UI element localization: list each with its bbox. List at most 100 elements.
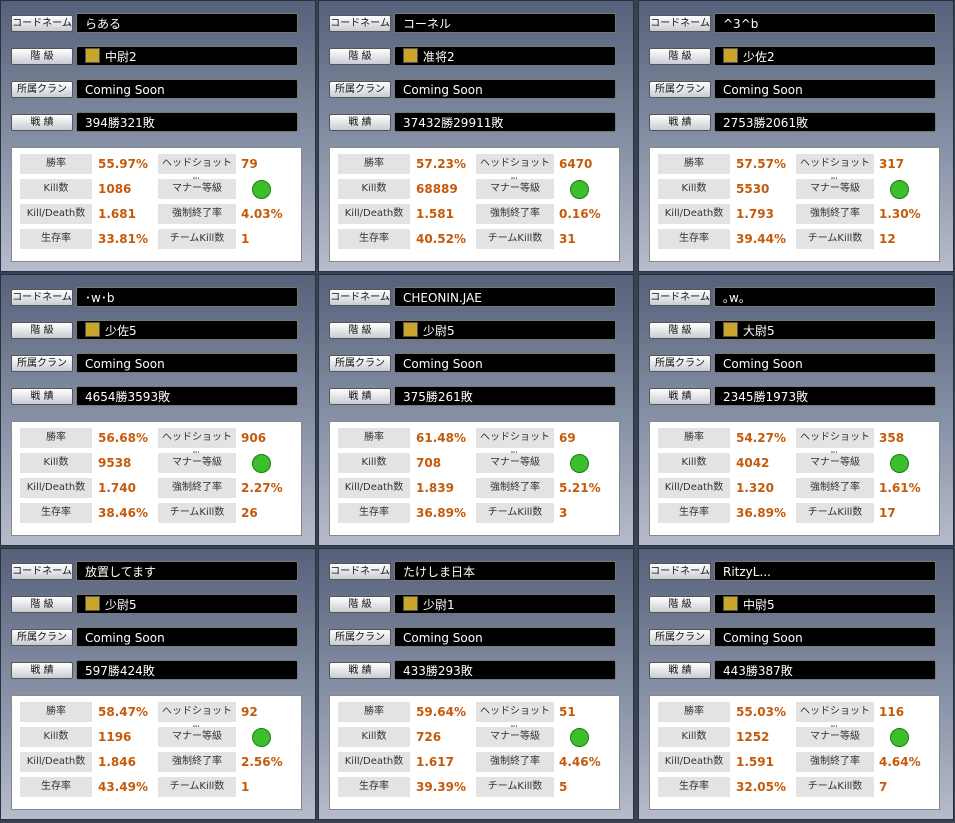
field-label: 階 級 [11,48,73,65]
field-text: 394勝321敗 [85,116,155,130]
stat-label: 勝率 [20,702,92,722]
stat-label: チームKill数 [796,503,874,523]
stat-label: ヘッドショット数 [796,154,874,189]
field-text: 597勝424敗 [85,664,155,678]
field-text: ^3^b [723,17,759,31]
stat-label: Kill数 [20,453,92,473]
field-value: 少尉1 [394,594,616,614]
field-text: 中尉2 [105,50,137,64]
field-label: 所属クラン [329,629,391,646]
stat-label: Kill数 [658,453,730,473]
stat-label: Kill数 [20,727,92,747]
field-label: 戦 績 [329,114,391,131]
stats-panel: 勝率 56.68% ヘッドショット数 906 Kill数 9538 マナー等級 Kill/De… [11,421,302,536]
player-card: コードネーム ･w･b 階 級 少佐5 所属クラン Coming Soon 戦 績 4654勝… [0,274,316,546]
player-card: コードネーム RitzyL... 階 級 中尉5 所属クラン Coming Soon 戦 績… [638,548,954,820]
player-card: コードネーム らある階 級 中尉2 所属クラン Coming Soon 戦 績 394勝32… [0,0,316,272]
field-value: Coming Soon [76,79,298,99]
stat-label: ヘッドショット数 [158,428,236,463]
stat-label: Kill/Death数 [658,204,730,224]
field-value: Coming Soon [76,627,298,647]
field-label: 階 級 [11,596,73,613]
field-text: Coming Soon [85,631,165,645]
stat-label: チームKill数 [158,503,236,523]
stat-value: 5 [559,780,568,794]
stat-label: チームKill数 [796,229,874,249]
stats-panel: 勝率 61.48% ヘッドショット数 69 Kill数 708 マナー等級 Kill/Deat… [329,421,620,536]
field-value: 少佐2 [714,46,936,66]
stat-value: 358 [879,431,905,445]
stat-value: 57.57% [736,157,786,171]
field-text: 准将2 [423,50,455,64]
stat-label: Kill/Death数 [658,478,730,498]
stat-label: 強制終了率 [796,752,874,772]
stat-label: チームKill数 [476,503,554,523]
field-value: 少尉5 [76,594,298,614]
field-text: Coming Soon [723,631,803,645]
field-label: コードネーム [11,563,73,580]
stat-value: 7 [879,780,888,794]
stat-value: 31 [559,232,576,246]
stat-label: 勝率 [20,428,92,448]
stat-label: マナー等級 [796,727,874,747]
stat-value: 1086 [98,182,132,196]
stat-value: 1.617 [416,755,454,769]
stat-label: 生存率 [20,503,92,523]
rank-icon [403,322,418,337]
field-value: Coming Soon [714,627,936,647]
stat-label: Kill/Death数 [20,204,92,224]
field-text: 少尉1 [423,598,455,612]
field-value: 中尉2 [76,46,298,66]
field-label: コードネーム [11,289,73,306]
stat-label: ヘッドショット数 [158,702,236,737]
stat-label: Kill数 [338,179,410,199]
field-label: 所属クラン [11,355,73,372]
field-value: 少佐5 [76,320,298,340]
stat-value: 55.97% [98,157,148,171]
field-value: 放置してます [76,561,298,581]
stat-label: 生存率 [20,229,92,249]
field-label: 戦 績 [649,662,711,679]
stat-value: 55.03% [736,705,786,719]
field-value: らある [76,13,298,33]
stat-value: 0.16% [559,207,601,221]
field-value: CHEONIN.JAE [394,287,616,307]
stats-panel: 勝率 59.64% ヘッドショット数 51 Kill数 726 マナー等級 Kill/Deat… [329,695,620,810]
rank-icon [85,322,100,337]
stat-label: マナー等級 [476,727,554,747]
stat-label: チームKill数 [158,777,236,797]
stat-label: 勝率 [338,702,410,722]
stat-value: 51 [559,705,576,719]
stat-label: Kill/Death数 [658,752,730,772]
stat-value: 57.23% [416,157,466,171]
manner-icon [890,454,909,473]
stat-label: 勝率 [338,428,410,448]
field-text: コーネル [403,17,452,31]
field-value: 大尉5 [714,320,936,340]
field-text: らある [85,17,122,31]
stat-label: ヘッドショット数 [476,702,554,737]
field-text: ･w･b [85,291,115,305]
stat-value: 1.581 [416,207,454,221]
field-label: 階 級 [329,322,391,339]
stat-label: 生存率 [338,229,410,249]
field-text: Coming Soon [403,83,483,97]
field-value: ^3^b [714,13,936,33]
field-label: 所属クラン [649,355,711,372]
field-value: 443勝387敗 [714,660,936,680]
stat-label: 強制終了率 [476,752,554,772]
field-text: Coming Soon [723,357,803,371]
stat-value: 1196 [98,730,132,744]
field-label: コードネーム [649,289,711,306]
field-text: ｡w｡ [723,291,745,305]
field-value: 准将2 [394,46,616,66]
field-text: 375勝261敗 [403,390,473,404]
stat-label: 生存率 [658,777,730,797]
stats-panel: 勝率 55.97% ヘッドショット数 79 Kill数 1086 マナー等級 Kill/Dea… [11,147,302,262]
stat-label: マナー等級 [476,453,554,473]
field-label: 戦 績 [329,388,391,405]
stat-value: 43.49% [98,780,148,794]
field-text: Coming Soon [85,357,165,371]
stat-value: 26 [241,506,258,520]
field-text: 少佐2 [743,50,775,64]
